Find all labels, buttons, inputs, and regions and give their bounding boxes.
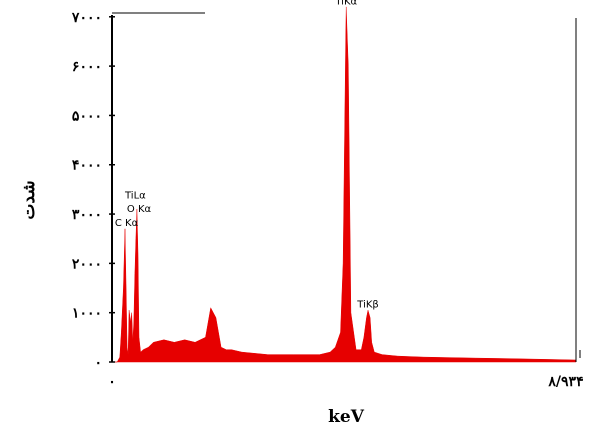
x-tick-label-min: ۰	[108, 374, 116, 390]
y-tick-label: ۱۰۰۰	[72, 306, 102, 322]
peak-label: TiLα	[124, 191, 146, 202]
peak-label: TiKβ	[356, 300, 379, 311]
peak-label: C Kα	[115, 218, 139, 229]
x-axis-title: keV	[328, 407, 365, 425]
y-axis-title: شدت	[19, 180, 39, 219]
x-tick-label-max: ۸/۹۳۴	[547, 374, 583, 390]
peak-annotations: C Kα TiLα O Kα TiKα TiKβ	[115, 0, 379, 311]
y-tick-label: ۰	[94, 355, 102, 371]
y-tick-label: ۶۰۰۰	[72, 59, 102, 75]
y-tick-label: ۵۰۰۰	[72, 108, 102, 124]
y-tick-label: ۷۰۰۰	[71, 10, 102, 26]
y-tick-label: ۴۰۰۰	[72, 158, 102, 174]
peak-label: TiKα	[334, 0, 357, 7]
y-axis-ticks: ۰ ۱۰۰۰ ۲۰۰۰ ۳۰۰۰ ۴۰۰۰ ۵۰۰۰ ۶۰۰۰ ۷۰۰۰	[71, 10, 115, 371]
y-tick-label: ۲۰۰۰	[72, 256, 102, 272]
peak-label: O Kα	[127, 204, 152, 215]
y-tick-label: ۳۰۰۰	[72, 207, 102, 223]
spectrum-area	[112, 6, 577, 363]
